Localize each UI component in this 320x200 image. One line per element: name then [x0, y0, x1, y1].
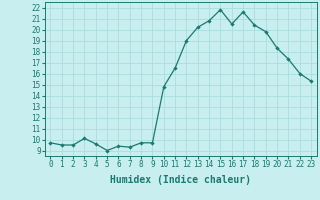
X-axis label: Humidex (Indice chaleur): Humidex (Indice chaleur) — [110, 175, 251, 185]
